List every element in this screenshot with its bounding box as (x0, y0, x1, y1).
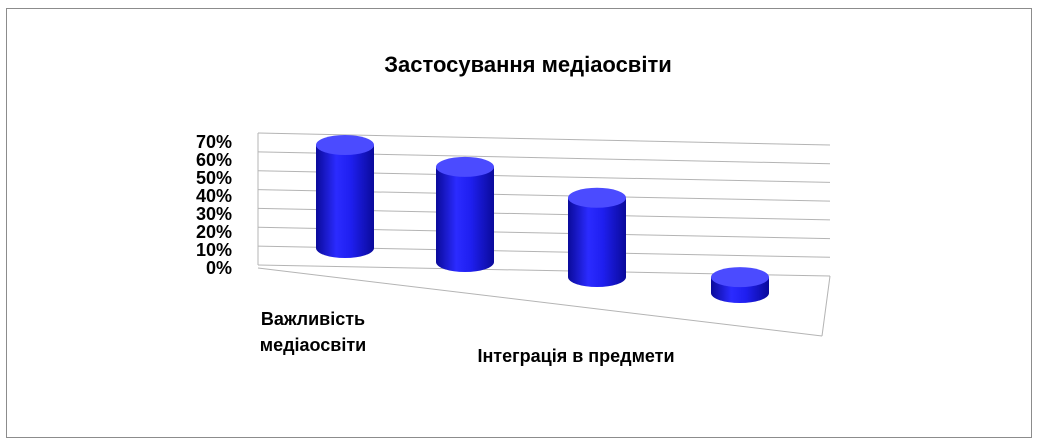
bar-top (568, 187, 626, 208)
bars (316, 135, 769, 303)
category-label: медіаосвіти (260, 335, 366, 355)
y-tick-label: 20% (196, 222, 232, 242)
y-tick-label: 0% (206, 258, 232, 278)
category-label: Інтеграція в предмети (477, 346, 674, 366)
gridline (257, 132, 831, 146)
bar-body (436, 166, 494, 272)
y-tick-label: 70% (196, 132, 232, 152)
bar (436, 156, 494, 272)
bar-top (316, 135, 374, 155)
floor-front-edge (257, 267, 823, 337)
y-axis-ticks: 0%10%20%30%40%50%60%70% (196, 132, 232, 278)
y-tick-label: 60% (196, 150, 232, 170)
chart-title: Застосування медіаосвіти (384, 52, 672, 77)
bar (568, 187, 626, 287)
bar-top (711, 267, 769, 288)
bar-body (316, 145, 374, 258)
chart-frame (6, 8, 1032, 438)
bar-body (568, 197, 626, 287)
bar (316, 135, 374, 258)
y-tick-label: 50% (196, 168, 232, 188)
y-tick-label: 10% (196, 240, 232, 260)
x-axis-categories: Важливість медіаосвіти Інтеграція в предме… (260, 309, 675, 366)
bar-top (436, 156, 494, 177)
y-tick-label: 40% (196, 186, 232, 206)
floor-right-edge (821, 275, 831, 337)
category-label: Важливість (261, 309, 365, 329)
y-tick-label: 30% (196, 204, 232, 224)
bar (711, 267, 769, 303)
